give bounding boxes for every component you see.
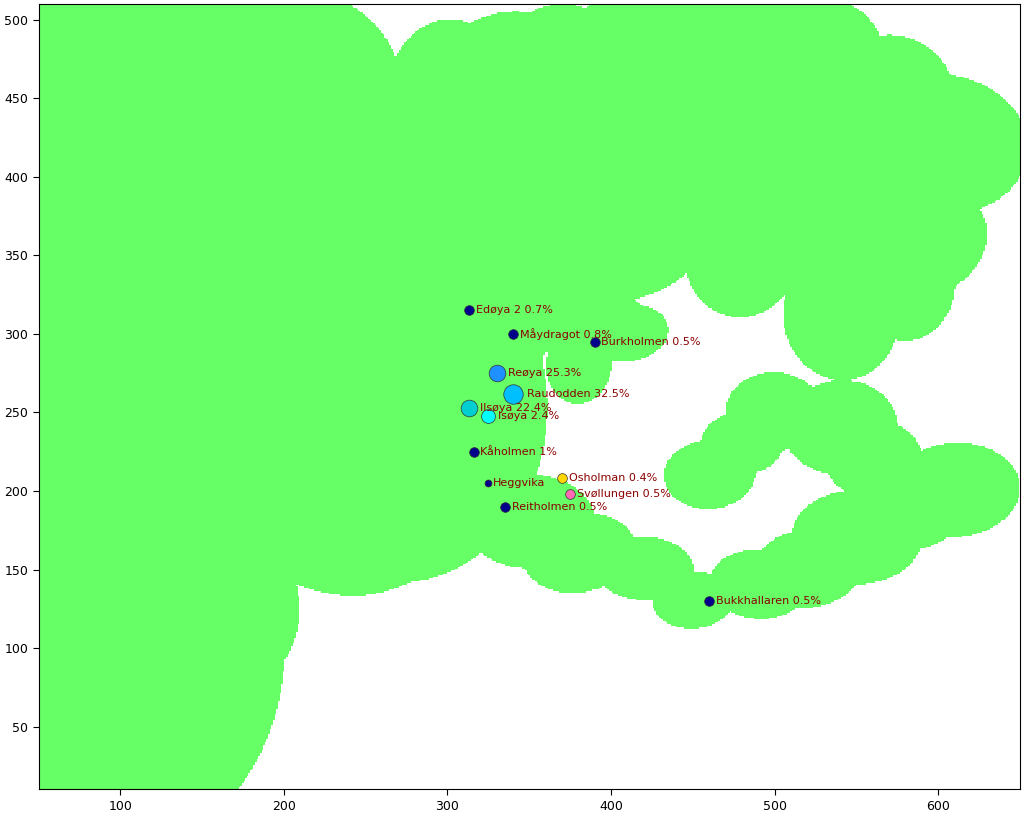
Text: Raudodden 32.5%: Raudodden 32.5% xyxy=(526,389,629,399)
Text: Osholman 0.4%: Osholman 0.4% xyxy=(568,474,657,484)
Text: Reøya 25.3%: Reøya 25.3% xyxy=(508,368,582,378)
Text: Bukkhallaren 0.5%: Bukkhallaren 0.5% xyxy=(716,596,821,606)
Text: Isøya 2.4%: Isøya 2.4% xyxy=(498,411,559,421)
Text: Reitholmen 0.5%: Reitholmen 0.5% xyxy=(512,502,607,511)
Text: Burkholmen 0.5%: Burkholmen 0.5% xyxy=(601,337,701,347)
Text: Kåholmen 1%: Kåholmen 1% xyxy=(480,447,557,457)
Text: Ilsøya 22.4%: Ilsøya 22.4% xyxy=(480,403,552,413)
Text: Edøya 2 0.7%: Edøya 2 0.7% xyxy=(475,306,552,315)
Text: Svøllungen 0.5%: Svøllungen 0.5% xyxy=(577,489,671,499)
Text: Heggvika: Heggvika xyxy=(494,478,546,489)
Text: Måydragot 0.8%: Måydragot 0.8% xyxy=(520,328,611,340)
